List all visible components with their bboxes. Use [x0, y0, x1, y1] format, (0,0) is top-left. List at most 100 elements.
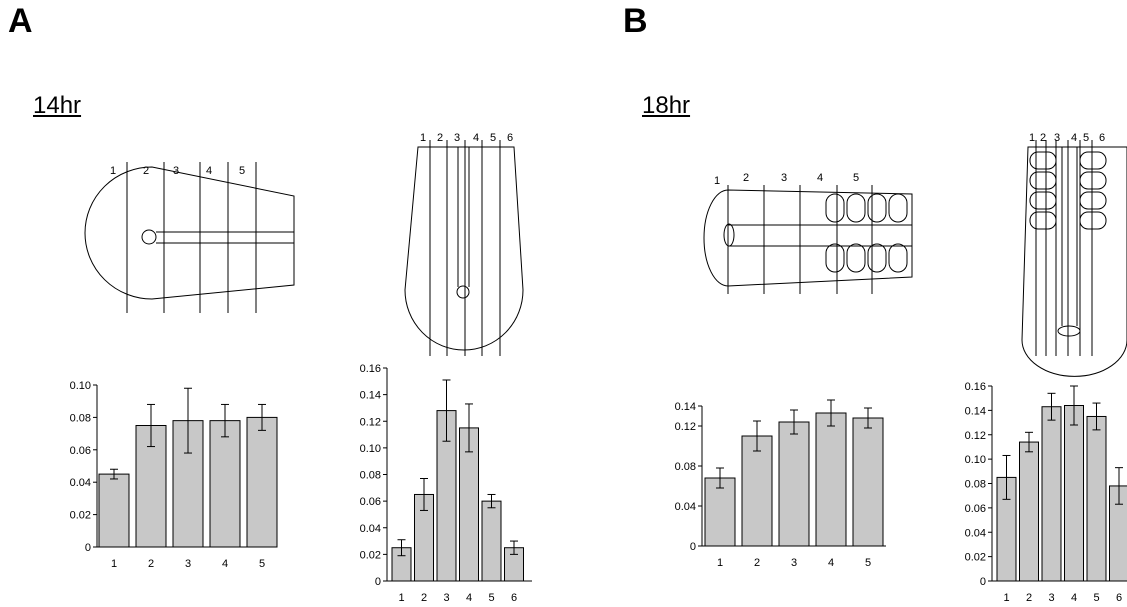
y-tick-label: 0 — [85, 542, 91, 554]
bar — [98, 473, 130, 548]
bar-chart-3: 0 0.04 0.08 0.12 0.14 1 2 3 4 5 — [675, 399, 886, 569]
bar — [1086, 415, 1107, 582]
y-tick-label: 0.16 — [360, 363, 381, 375]
y-tick-label: 0.10 — [70, 380, 91, 392]
x-tick-label: 1 — [398, 592, 404, 604]
pocket-ellipse — [1057, 325, 1081, 337]
section-label: 3 — [781, 172, 787, 184]
y-tick-label: 0.04 — [675, 501, 696, 513]
disc-outline — [703, 189, 913, 287]
panel-letter-b: B — [623, 2, 648, 40]
section-label: 2 — [743, 172, 749, 184]
time-label-18hr: 18hr — [642, 92, 691, 119]
cell-oval — [867, 193, 887, 223]
y-tick-label: 0.12 — [675, 421, 696, 433]
y-tick-label: 0 — [375, 576, 381, 588]
cell-oval — [867, 243, 887, 273]
y-tick-label: 0.04 — [360, 523, 381, 535]
bar — [209, 420, 241, 548]
y-tick-label: 0.02 — [965, 552, 986, 564]
disc-outline — [404, 146, 524, 351]
panel-letter-a: A — [8, 2, 33, 40]
section-label: 6 — [507, 132, 513, 144]
schematic-18hr-horizontal: 1 2 3 4 5 — [703, 172, 913, 294]
section-label: 1 — [420, 132, 426, 144]
x-tick-label: 3 — [1048, 592, 1054, 604]
y-tick-label: 0 — [690, 541, 696, 553]
cell-oval — [888, 243, 908, 273]
section-label: 2 — [1040, 132, 1046, 144]
pocket-ellipse — [723, 223, 735, 247]
y-tick-label: 0 — [980, 576, 986, 588]
bar — [1109, 485, 1127, 582]
cell-oval — [825, 193, 845, 223]
cell-oval — [846, 193, 866, 223]
y-tick-label: 0.10 — [965, 454, 986, 466]
x-tick-label: 4 — [466, 592, 472, 604]
cell-oval — [1029, 191, 1057, 210]
x-tick-label: 5 — [488, 592, 494, 604]
section-label: 4 — [206, 165, 212, 177]
x-tick-label: 2 — [148, 558, 154, 570]
y-tick-label: 0.06 — [70, 445, 91, 457]
x-tick-label: 6 — [1116, 592, 1122, 604]
bar-chart-2: 0 0.02 0.04 0.06 0.08 0.10 0.12 0.14 0.16 1 2 3 4 5 6 — [360, 363, 532, 604]
disc-outline — [84, 166, 295, 300]
y-tick-label: 0.06 — [360, 496, 381, 508]
section-label: 3 — [1054, 132, 1060, 144]
y-tick-label: 0.14 — [965, 405, 986, 417]
section-label: 6 — [1099, 132, 1105, 144]
section-label: 5 — [853, 172, 859, 184]
section-label: 4 — [817, 172, 823, 184]
bar — [1019, 441, 1039, 582]
cell-oval — [1029, 151, 1057, 170]
cell-oval — [846, 243, 866, 273]
x-tick-label: 2 — [1026, 592, 1032, 604]
x-tick-label: 2 — [754, 557, 760, 569]
cell-oval — [1079, 211, 1107, 230]
x-tick-label: 6 — [511, 592, 517, 604]
cell-oval — [825, 243, 845, 273]
bar — [778, 421, 810, 547]
y-tick-label: 0.04 — [70, 477, 91, 489]
section-label: 2 — [437, 132, 443, 144]
x-tick-label: 3 — [791, 557, 797, 569]
x-tick-label: 1 — [111, 558, 117, 570]
y-tick-label: 0.08 — [70, 412, 91, 424]
section-label: 4 — [1071, 132, 1077, 144]
y-tick-label: 0.02 — [70, 510, 91, 522]
bar-chart-1: 0 0.02 0.04 0.06 0.08 0.10 1 2 3 4 5 — [70, 380, 278, 570]
bar — [246, 416, 278, 548]
bar — [704, 477, 736, 547]
section-label: 5 — [239, 165, 245, 177]
section-label: 5 — [490, 132, 496, 144]
cell-oval — [1079, 171, 1107, 190]
cell-oval — [1079, 151, 1107, 170]
y-tick-label: 0.08 — [965, 479, 986, 491]
y-tick-label: 0.06 — [965, 503, 986, 515]
x-tick-label: 5 — [865, 557, 871, 569]
x-tick-label: 4 — [828, 557, 834, 569]
x-tick-label: 4 — [1071, 592, 1077, 604]
bar-chart-4: 0 0.02 0.04 0.06 0.08 0.10 0.12 0.14 0.16 1 2 3 4 5 6 — [965, 381, 1127, 604]
x-tick-label: 1 — [717, 557, 723, 569]
x-tick-label: 2 — [421, 592, 427, 604]
schematic-14hr-horizontal: 1 2 3 4 5 — [84, 162, 295, 313]
cell-oval — [1029, 171, 1057, 190]
y-tick-label: 0.04 — [965, 527, 986, 539]
x-tick-label: 5 — [1093, 592, 1099, 604]
section-label: 1 — [110, 165, 116, 177]
section-label: 3 — [173, 165, 179, 177]
y-tick-label: 0.02 — [360, 549, 381, 561]
cell-oval — [1029, 211, 1057, 230]
y-tick-label: 0.12 — [360, 416, 381, 428]
pocket-circle — [141, 229, 157, 245]
disc-outline — [1021, 146, 1127, 377]
time-label-14hr: 14hr — [33, 92, 82, 119]
y-tick-label: 0.14 — [360, 390, 381, 402]
cell-oval — [1079, 191, 1107, 210]
x-tick-label: 1 — [1003, 592, 1009, 604]
bar — [1064, 405, 1084, 582]
